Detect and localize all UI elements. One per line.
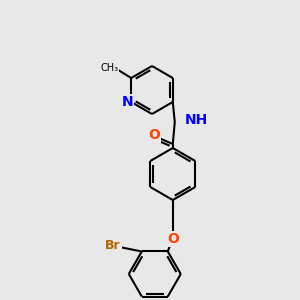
Text: O: O (148, 128, 160, 142)
Text: O: O (167, 232, 179, 246)
Text: NH: NH (185, 113, 208, 127)
Text: N: N (122, 95, 133, 109)
Text: Br: Br (105, 239, 121, 252)
Text: CH₃: CH₃ (100, 63, 118, 73)
